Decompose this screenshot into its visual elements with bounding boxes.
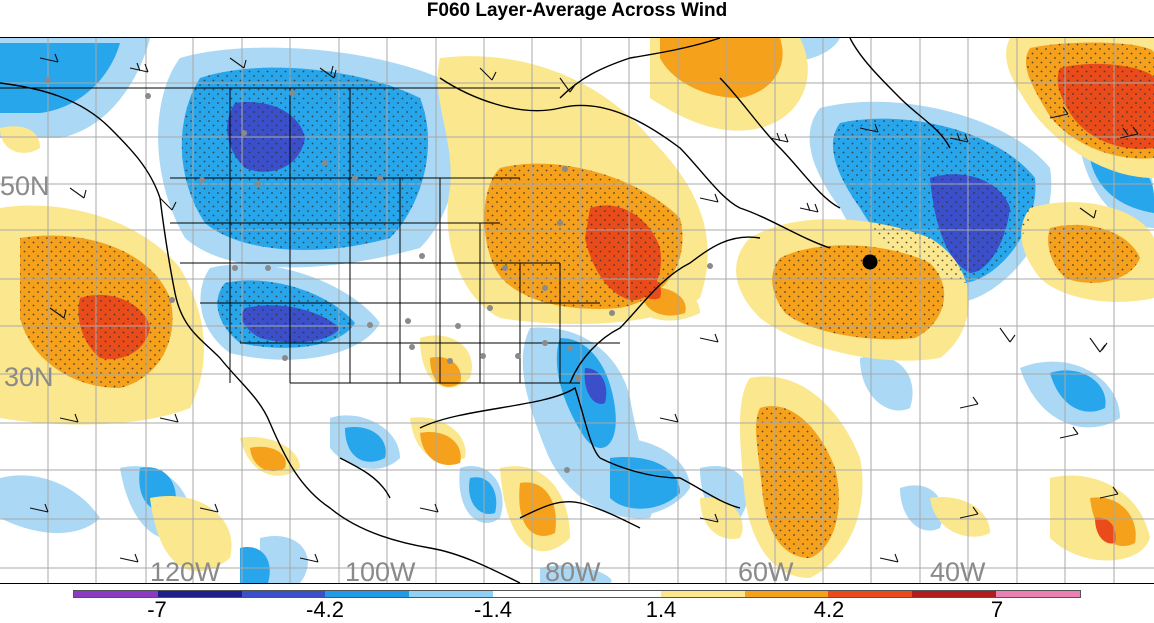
coastlines bbox=[0, 38, 951, 583]
colorbar-segment-8 bbox=[744, 591, 829, 597]
colorbar-tick-5: 7 bbox=[990, 597, 1004, 622]
colorbar-tick-3: 1.4 bbox=[645, 597, 677, 622]
colorbar-segment-7 bbox=[660, 591, 745, 597]
map-panel: 50N 30N 120W 100W 80W 60W 40W bbox=[0, 37, 1154, 584]
station-dots bbox=[45, 77, 713, 473]
colorbar-segment-0 bbox=[74, 591, 158, 597]
lon-label-100w: 100W bbox=[345, 557, 416, 583]
colorbar-segment-2 bbox=[241, 591, 326, 597]
colorbar-segment-6 bbox=[576, 591, 661, 597]
lon-label-60w: 60W bbox=[738, 557, 794, 583]
colorbar bbox=[73, 590, 1081, 598]
lat-label-30n: 30N bbox=[4, 362, 54, 392]
colorbar-tick-0: -7 bbox=[147, 597, 167, 622]
stipple-layer bbox=[20, 42, 1154, 558]
lon-label-120w: 120W bbox=[150, 557, 221, 583]
colorbar-segment-3 bbox=[325, 591, 410, 597]
graticule bbox=[0, 38, 1154, 583]
colorbar-segment-11 bbox=[996, 591, 1080, 597]
wind-barbs bbox=[29, 53, 1139, 563]
lon-label-40w: 40W bbox=[930, 557, 986, 583]
lon-label-80w: 80W bbox=[545, 557, 601, 583]
colorbar-segment-4 bbox=[409, 591, 494, 597]
colorbar-tick-1: -4.2 bbox=[306, 597, 344, 622]
colorbar-segment-9 bbox=[828, 591, 913, 597]
political-boundaries bbox=[0, 87, 620, 384]
colorbar-tick-2: -1.4 bbox=[474, 597, 512, 622]
map-title: F060 Layer-Average Across Wind bbox=[426, 0, 728, 21]
lat-label-50n: 50N bbox=[0, 171, 50, 201]
shading-layer bbox=[0, 38, 1154, 583]
colorbar-segment-10 bbox=[912, 591, 997, 597]
colorbar-segment-1 bbox=[157, 591, 242, 597]
storm-center-marker bbox=[862, 254, 878, 270]
colorbar-segment-5 bbox=[493, 591, 577, 597]
colorbar-tick-4: 4.2 bbox=[813, 597, 845, 622]
